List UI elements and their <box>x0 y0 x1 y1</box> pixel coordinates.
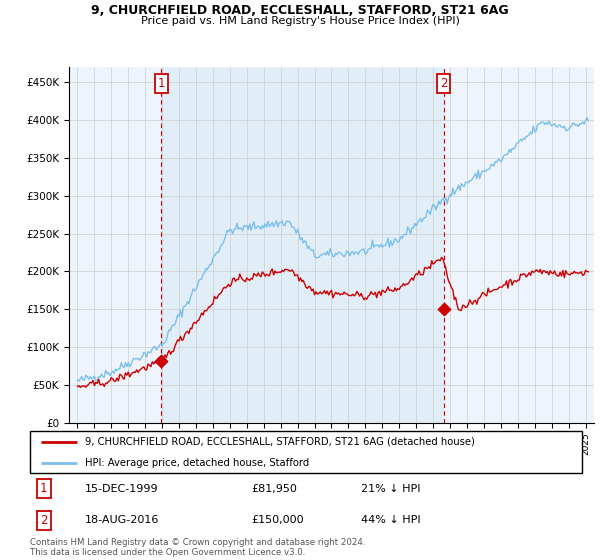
Text: £81,950: £81,950 <box>251 484 296 494</box>
Text: 15-DEC-1999: 15-DEC-1999 <box>85 484 159 494</box>
Text: 1: 1 <box>158 77 165 90</box>
Text: 21% ↓ HPI: 21% ↓ HPI <box>361 484 421 494</box>
Bar <box>161 67 444 423</box>
Text: 18-AUG-2016: 18-AUG-2016 <box>85 515 160 525</box>
Text: 1: 1 <box>40 482 47 496</box>
Text: 2: 2 <box>440 77 448 90</box>
Text: HPI: Average price, detached house, Stafford: HPI: Average price, detached house, Staf… <box>85 458 310 468</box>
Text: 44% ↓ HPI: 44% ↓ HPI <box>361 515 421 525</box>
Text: Price paid vs. HM Land Registry's House Price Index (HPI): Price paid vs. HM Land Registry's House … <box>140 16 460 26</box>
Text: 9, CHURCHFIELD ROAD, ECCLESHALL, STAFFORD, ST21 6AG: 9, CHURCHFIELD ROAD, ECCLESHALL, STAFFOR… <box>91 4 509 17</box>
Point <box>157 356 166 365</box>
Text: 9, CHURCHFIELD ROAD, ECCLESHALL, STAFFORD, ST21 6AG (detached house): 9, CHURCHFIELD ROAD, ECCLESHALL, STAFFOR… <box>85 437 475 447</box>
Text: Contains HM Land Registry data © Crown copyright and database right 2024.
This d: Contains HM Land Registry data © Crown c… <box>30 538 365 557</box>
Text: £150,000: £150,000 <box>251 515 304 525</box>
Point <box>439 305 449 314</box>
Text: 2: 2 <box>40 514 47 526</box>
FancyBboxPatch shape <box>30 431 582 473</box>
